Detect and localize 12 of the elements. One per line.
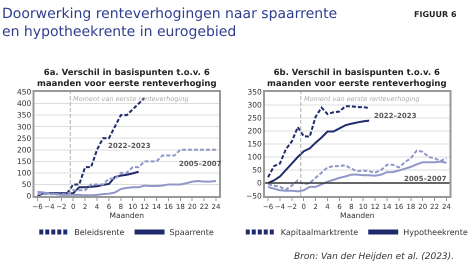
line-series [267,150,448,190]
legend-label: Beleidsrente [74,228,125,238]
text: FIGUUR 6 [414,10,457,19]
text: Bron: Van der Heijden et al. (2023). [294,252,454,262]
legend-label: Kapitaalmarktrente [280,228,358,238]
line-series [267,105,370,178]
legend-label: Hypotheekrente [403,228,468,238]
chart-title: Doorwerking renteverhogingen naar spaarrente en hypotheekrente in eurogebied [2,6,338,40]
legend-label: Spaarrente [170,228,214,238]
line-series [267,120,370,184]
chart-subtitle: 6b. Verschil in basispunten t.o.v. 6 maanden voor eerste renteverhoging [267,68,447,90]
chart-subtitle: 6a. Verschil in basispunten t.o.v. 6 maanden voor eerste renteverhoging [37,68,217,90]
